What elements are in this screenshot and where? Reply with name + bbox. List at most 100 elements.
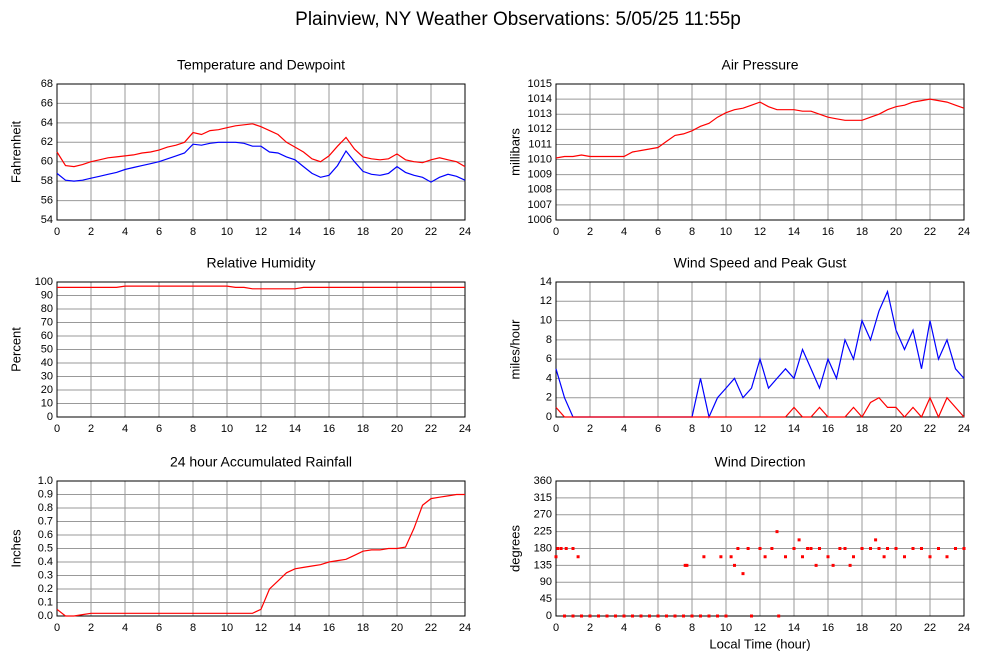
chart-title: 24 hour Accumulated Rainfall <box>170 454 352 470</box>
x-tick-label: 18 <box>357 423 369 435</box>
x-tick-label: 4 <box>621 423 627 435</box>
x-tick-label: 10 <box>221 622 233 634</box>
x-tick-label: 24 <box>459 423 471 435</box>
data-point <box>707 614 711 618</box>
x-tick-label: 22 <box>425 226 437 238</box>
y-tick-label: 0 <box>546 411 552 423</box>
x-tick-label: 12 <box>255 423 267 435</box>
x-tick-label: 4 <box>122 423 128 435</box>
data-point <box>797 538 801 542</box>
data-point <box>852 555 855 559</box>
data-point <box>556 547 560 550</box>
y-tick-label: 0.3 <box>38 569 53 581</box>
y-tick-label: 1006 <box>528 214 552 226</box>
data-point <box>605 614 609 618</box>
chart-title: Relative Humidity <box>207 255 316 271</box>
data-point <box>869 547 872 550</box>
data-point <box>775 530 779 534</box>
x-tick-label: 6 <box>655 423 661 435</box>
data-point <box>673 614 677 618</box>
x-tick-label: 18 <box>856 226 868 238</box>
y-tick-label: 1009 <box>528 169 552 181</box>
x-tick-label: 8 <box>190 423 196 435</box>
x-tick-label: 4 <box>621 622 627 634</box>
y-tick-label: 10 <box>41 397 53 409</box>
x-tick-label: 16 <box>323 423 335 435</box>
data-line <box>555 98 965 159</box>
data-point <box>763 555 767 559</box>
data-point <box>614 614 617 618</box>
y-tick-label: 270 <box>534 509 552 521</box>
x-tick-label: 12 <box>754 226 766 238</box>
data-point <box>831 563 835 567</box>
data-point <box>622 614 626 618</box>
data-point <box>860 547 864 550</box>
y-tick-label: 360 <box>534 475 552 487</box>
x-tick-label: 18 <box>357 226 369 238</box>
x-tick-label: 0 <box>553 622 559 634</box>
x-tick-label: 16 <box>822 622 834 634</box>
data-point <box>838 547 842 550</box>
data-point <box>559 547 563 550</box>
x-tick-label: 8 <box>689 226 695 238</box>
y-tick-label: 0.5 <box>38 542 53 554</box>
x-axis-label: Local Time (hour) <box>709 636 810 651</box>
x-tick-label: 0 <box>553 423 559 435</box>
y-tick-label: 30 <box>41 370 53 382</box>
data-point <box>597 614 600 618</box>
y-axis-label: Fahrenheit <box>8 121 23 184</box>
x-tick-label: 22 <box>924 622 936 634</box>
data-point <box>741 572 745 576</box>
data-point <box>576 555 580 559</box>
data-point <box>683 563 687 567</box>
y-tick-label: 1012 <box>528 123 552 135</box>
y-tick-label: 0 <box>47 411 53 423</box>
x-tick-label: 22 <box>924 423 936 435</box>
y-tick-label: 70 <box>41 316 53 328</box>
x-tick-label: 8 <box>190 226 196 238</box>
y-tick-label: 315 <box>534 492 552 504</box>
data-line <box>57 285 465 290</box>
data-point <box>648 614 651 618</box>
data-point <box>784 555 787 559</box>
data-point <box>588 614 592 618</box>
y-tick-label: 225 <box>534 526 552 538</box>
data-point <box>843 547 847 550</box>
y-tick-label: 80 <box>41 303 53 315</box>
plot-frame <box>555 83 965 221</box>
data-point <box>818 547 821 550</box>
x-tick-label: 0 <box>54 226 60 238</box>
y-tick-label: 0 <box>546 610 552 622</box>
y-tick-label: 60 <box>41 156 53 168</box>
x-tick-label: 10 <box>720 622 732 634</box>
x-tick-label: 4 <box>122 622 128 634</box>
plot-frame <box>56 281 466 418</box>
data-point <box>733 563 736 567</box>
y-tick-label: 62 <box>41 136 53 148</box>
x-tick-label: 6 <box>655 622 661 634</box>
data-point <box>770 547 774 550</box>
data-point <box>665 614 668 618</box>
x-tick-label: 14 <box>788 423 800 435</box>
x-tick-label: 16 <box>822 226 834 238</box>
data-point <box>894 547 898 550</box>
x-tick-label: 22 <box>924 226 936 238</box>
x-tick-label: 18 <box>357 622 369 634</box>
data-point <box>928 555 932 559</box>
y-tick-label: 10 <box>540 314 552 326</box>
x-tick-label: 18 <box>856 622 868 634</box>
data-point <box>685 563 689 567</box>
data-point <box>563 614 566 618</box>
x-tick-label: 8 <box>190 622 196 634</box>
data-point <box>801 555 804 559</box>
data-point <box>758 547 762 550</box>
data-point <box>814 563 818 567</box>
x-tick-label: 24 <box>958 622 970 634</box>
y-tick-label: 64 <box>41 117 53 129</box>
y-tick-label: 14 <box>540 276 552 288</box>
y-tick-label: 1010 <box>528 153 552 165</box>
y-tick-label: 56 <box>41 194 53 206</box>
data-point <box>656 614 660 618</box>
y-tick-label: 0.9 <box>38 488 53 500</box>
